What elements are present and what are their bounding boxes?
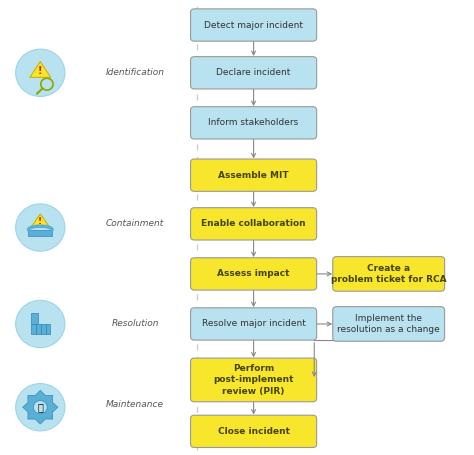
- Circle shape: [33, 400, 47, 414]
- FancyBboxPatch shape: [333, 307, 445, 341]
- FancyBboxPatch shape: [191, 258, 317, 290]
- FancyBboxPatch shape: [191, 57, 317, 89]
- Text: Maintenance: Maintenance: [106, 400, 164, 410]
- Text: Create a
problem ticket for RCA: Create a problem ticket for RCA: [331, 264, 447, 284]
- Polygon shape: [31, 214, 50, 228]
- FancyBboxPatch shape: [191, 415, 317, 448]
- Text: 🔧: 🔧: [38, 402, 44, 412]
- FancyBboxPatch shape: [191, 159, 317, 191]
- Polygon shape: [31, 313, 38, 324]
- Circle shape: [16, 384, 65, 431]
- Text: !: !: [38, 217, 42, 226]
- Text: Implement the
resolution as a change: Implement the resolution as a change: [337, 314, 440, 334]
- Circle shape: [16, 300, 65, 348]
- FancyBboxPatch shape: [333, 257, 445, 291]
- FancyBboxPatch shape: [191, 106, 317, 139]
- Text: Close incident: Close incident: [218, 427, 290, 436]
- Text: Perform
post-implement
review (PIR): Perform post-implement review (PIR): [213, 364, 294, 395]
- Text: Identification: Identification: [106, 68, 164, 77]
- Text: Detect major incident: Detect major incident: [204, 20, 303, 30]
- FancyBboxPatch shape: [191, 308, 317, 340]
- Text: !: !: [38, 66, 43, 76]
- FancyBboxPatch shape: [191, 358, 317, 402]
- Text: Containment: Containment: [106, 219, 164, 228]
- Text: Inform stakeholders: Inform stakeholders: [209, 118, 299, 127]
- Polygon shape: [23, 390, 58, 424]
- Text: Assemble MIT: Assemble MIT: [219, 171, 289, 180]
- Circle shape: [16, 204, 65, 251]
- Text: Enable collaboration: Enable collaboration: [201, 219, 306, 228]
- Circle shape: [16, 49, 65, 96]
- FancyBboxPatch shape: [191, 207, 317, 240]
- Polygon shape: [28, 230, 52, 236]
- Text: Resolve major incident: Resolve major incident: [201, 319, 306, 329]
- Text: Assess impact: Assess impact: [218, 269, 290, 278]
- Text: Resolution: Resolution: [111, 319, 159, 329]
- Polygon shape: [30, 61, 51, 77]
- Bar: [31, 324, 50, 334]
- Text: Declare incident: Declare incident: [217, 68, 291, 77]
- FancyBboxPatch shape: [191, 9, 317, 41]
